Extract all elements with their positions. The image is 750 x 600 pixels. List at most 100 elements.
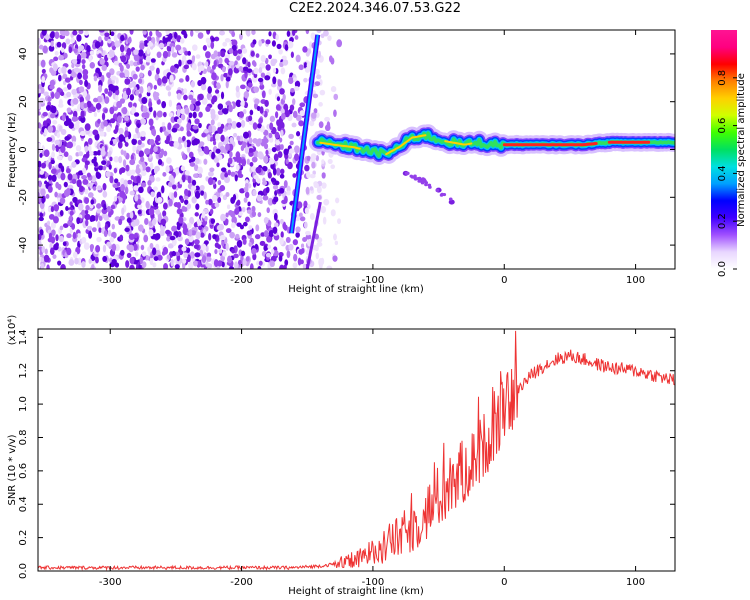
heatmap-noise-dot — [132, 73, 138, 80]
heatmap-noise-dot — [165, 30, 171, 35]
heatmap-noise-dot — [139, 59, 143, 65]
heatmap-noise-dot — [153, 167, 158, 175]
heatmap-noise-dot — [129, 30, 134, 35]
heatmap-noise-dot — [168, 198, 173, 207]
heatmap-noise-dot — [334, 240, 339, 246]
heatmap-noise-dot — [45, 159, 50, 168]
heatmap-noise-dot — [165, 165, 170, 173]
heatmap-noise-dot — [252, 122, 258, 130]
heatmap-noise-dot — [236, 55, 241, 61]
heatmap-noise-dot — [146, 47, 151, 55]
heatmap-noise-dot — [193, 164, 199, 172]
heatmap-noise-dot — [224, 176, 230, 184]
heatmap-noise-dot — [252, 189, 257, 197]
heatmap-noise-dot — [228, 60, 235, 66]
heatmap-noise-dot — [188, 234, 194, 243]
heatmap-noise-dot — [293, 77, 297, 83]
heatmap-noise-dot — [228, 266, 235, 269]
heatmap-noise-dot — [123, 150, 127, 157]
heatmap-noise-dot — [139, 42, 145, 50]
heatmap-noise-dot — [125, 164, 130, 172]
heatmap-noise-dot — [80, 101, 86, 110]
heatmap-noise-dot — [136, 123, 140, 129]
heatmap-noise-dot — [249, 109, 254, 116]
y-tick-label: 0.4 — [18, 496, 29, 512]
heatmap-noise-dot — [71, 63, 75, 69]
heatmap-noise-dot — [194, 190, 201, 199]
snr-panel: -300 -200 -100 0 100 0.0 0.2 0.4 0.6 0.8 1.0 1.2 1.… — [7, 315, 676, 597]
heatmap-noise-dot — [228, 104, 233, 113]
heatmap-noise-dot — [206, 252, 212, 258]
heatmap-noise-dot — [60, 172, 66, 181]
heatmap-noise-dot — [116, 115, 122, 124]
heatmap-noise-dot — [265, 39, 271, 45]
heatmap-noise-dot — [161, 185, 165, 194]
heatmap-noise-dot — [152, 128, 157, 137]
heatmap-noise-dot — [49, 79, 56, 87]
heatmap-noise-dot — [75, 58, 81, 65]
heatmap-noise-dot — [66, 83, 72, 90]
y-tick-label: 0 — [18, 146, 29, 152]
heatmap-noise-dot — [278, 48, 283, 55]
heatmap-noise-dot — [111, 243, 117, 252]
heatmap-noise-dot — [236, 135, 241, 141]
heatmap-branch-dot — [404, 171, 409, 175]
heatmap-noise-dot — [207, 134, 211, 142]
heatmap-noise-dot — [124, 142, 129, 147]
heatmap-noise-dot — [155, 177, 161, 182]
heatmap-noise-dot — [285, 236, 291, 244]
heatmap-noise-dot — [242, 238, 247, 245]
heatmap-noise-dot — [200, 83, 207, 91]
heatmap-noise-dot — [135, 149, 140, 154]
heatmap-noise-dot — [304, 164, 310, 172]
heatmap-noise-dot — [54, 31, 60, 39]
heatmap-noise-dot — [52, 254, 57, 259]
heatmap-noise-dot — [245, 30, 250, 36]
heatmap-noise-dot — [262, 195, 269, 201]
heatmap-noise-dot — [77, 72, 83, 80]
heatmap-noise-dot — [277, 79, 283, 87]
heatmap-noise-dot — [227, 169, 231, 176]
heatmap-noise-dot — [309, 186, 314, 191]
heatmap-noise-dot — [156, 51, 162, 59]
heatmap-noise-dot — [198, 141, 205, 147]
heatmap-noise-dot — [190, 156, 196, 162]
heatmap-noise-dot — [128, 233, 135, 240]
heatmap-noise-dot — [130, 169, 136, 175]
heatmap-noise-dot — [49, 113, 56, 119]
heatmap-noise-dot — [50, 105, 57, 114]
heatmap-noise-dot — [40, 188, 46, 197]
heatmap-noise-dot — [78, 86, 85, 93]
heatmap-noise-dot — [225, 101, 232, 106]
heatmap-noise-dot — [93, 160, 98, 167]
heatmap-noise-dot — [155, 208, 161, 215]
heatmap-noise-dot — [65, 115, 69, 122]
heatmap-noise-dot — [230, 222, 236, 229]
heatmap-noise-dot — [260, 72, 266, 78]
heatmap-noise-dot — [124, 130, 129, 138]
heatmap-noise-dot — [79, 130, 86, 137]
heatmap-noise-dot — [133, 61, 139, 67]
snr-frame — [37, 328, 676, 572]
heatmap-noise-dot — [51, 143, 56, 152]
heatmap-noise-dot — [321, 182, 327, 189]
heatmap-noise-dot — [192, 125, 199, 130]
x-tick-label: -300 — [99, 275, 122, 286]
heatmap-noise-dot — [313, 108, 318, 114]
heatmap-noise-dot — [55, 234, 59, 242]
heatmap-noise-dot — [257, 212, 262, 218]
heatmap-noise-dot — [149, 242, 154, 250]
heatmap-noise-dot — [235, 164, 240, 171]
heatmap-noise-dot — [214, 202, 220, 208]
colorbar-label: Normalized spectral amplitude — [736, 73, 747, 227]
heatmap-branch-dot — [427, 183, 432, 187]
heatmap-noise-dot — [67, 173, 73, 181]
heatmap-noise-dot — [119, 249, 125, 256]
chart-title: C2E2.2024.346.07.53.G22 — [288, 1, 462, 16]
heatmap-noise-dot — [101, 160, 107, 166]
heatmap-noise-dot — [140, 64, 145, 71]
heatmap-noise-dot — [71, 161, 77, 168]
heatmap-noise-dot — [78, 30, 84, 35]
heatmap-noise-dot — [178, 59, 182, 67]
